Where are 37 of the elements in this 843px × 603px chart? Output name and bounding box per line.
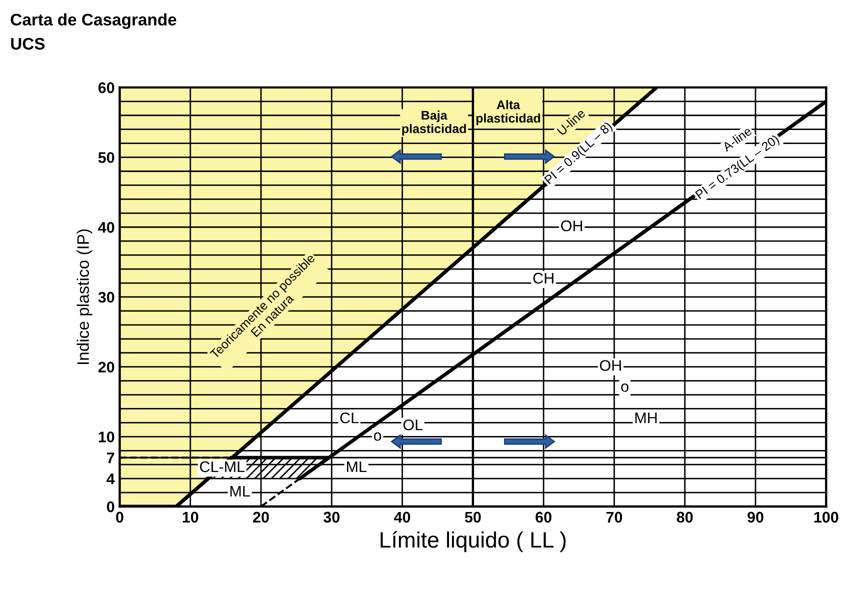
annotation: MH: [635, 412, 657, 424]
x-axis-title: Límite liquido ( LL ): [380, 531, 566, 552]
y-axis-title: Indice plastico (IP): [76, 229, 92, 364]
x-tick-label: 0: [116, 512, 124, 523]
annotation: CL-ML: [200, 461, 245, 472]
x-tick-label: 30: [323, 512, 340, 523]
x-tick-label: 10: [182, 512, 198, 523]
y-tick-label: 0: [106, 501, 114, 512]
y-tick-label: 7: [107, 452, 114, 464]
x-tick-label: 70: [606, 512, 622, 523]
y-tick-label: 40: [98, 222, 114, 233]
x-tick-label: 100: [814, 512, 838, 523]
annotation: o: [374, 432, 382, 441]
x-tick-label: 40: [394, 512, 410, 523]
y-tick-label: 10: [98, 432, 114, 442]
y-tick-label: 20: [98, 362, 114, 373]
x-tick-label: 50: [464, 512, 481, 523]
x-tick-label: 20: [253, 512, 269, 523]
chart-subtitle: UCS: [11, 38, 45, 50]
annotation: CH: [533, 272, 554, 284]
x-tick-label: 60: [536, 512, 552, 523]
annotation: ML: [230, 486, 250, 496]
x-tick-label: 90: [748, 512, 764, 523]
y-tick-label: 4: [106, 474, 115, 484]
annotation: Alta plasticidad: [476, 100, 540, 126]
y-tick-label: 50: [98, 152, 114, 163]
annotation: Baja plasticidad: [402, 110, 466, 136]
annotation: OH: [600, 360, 621, 371]
annotation: OL: [403, 419, 423, 430]
chart-title: Carta de Casagrande: [10, 13, 176, 29]
annotation: CL: [340, 412, 359, 424]
annotation: o: [621, 384, 628, 392]
annotation: OH: [561, 220, 582, 232]
y-tick-label: 30: [98, 292, 114, 303]
y-tick-label: 60: [98, 82, 114, 94]
x-tick-label: 80: [676, 512, 693, 523]
annotation: ML: [347, 462, 366, 472]
